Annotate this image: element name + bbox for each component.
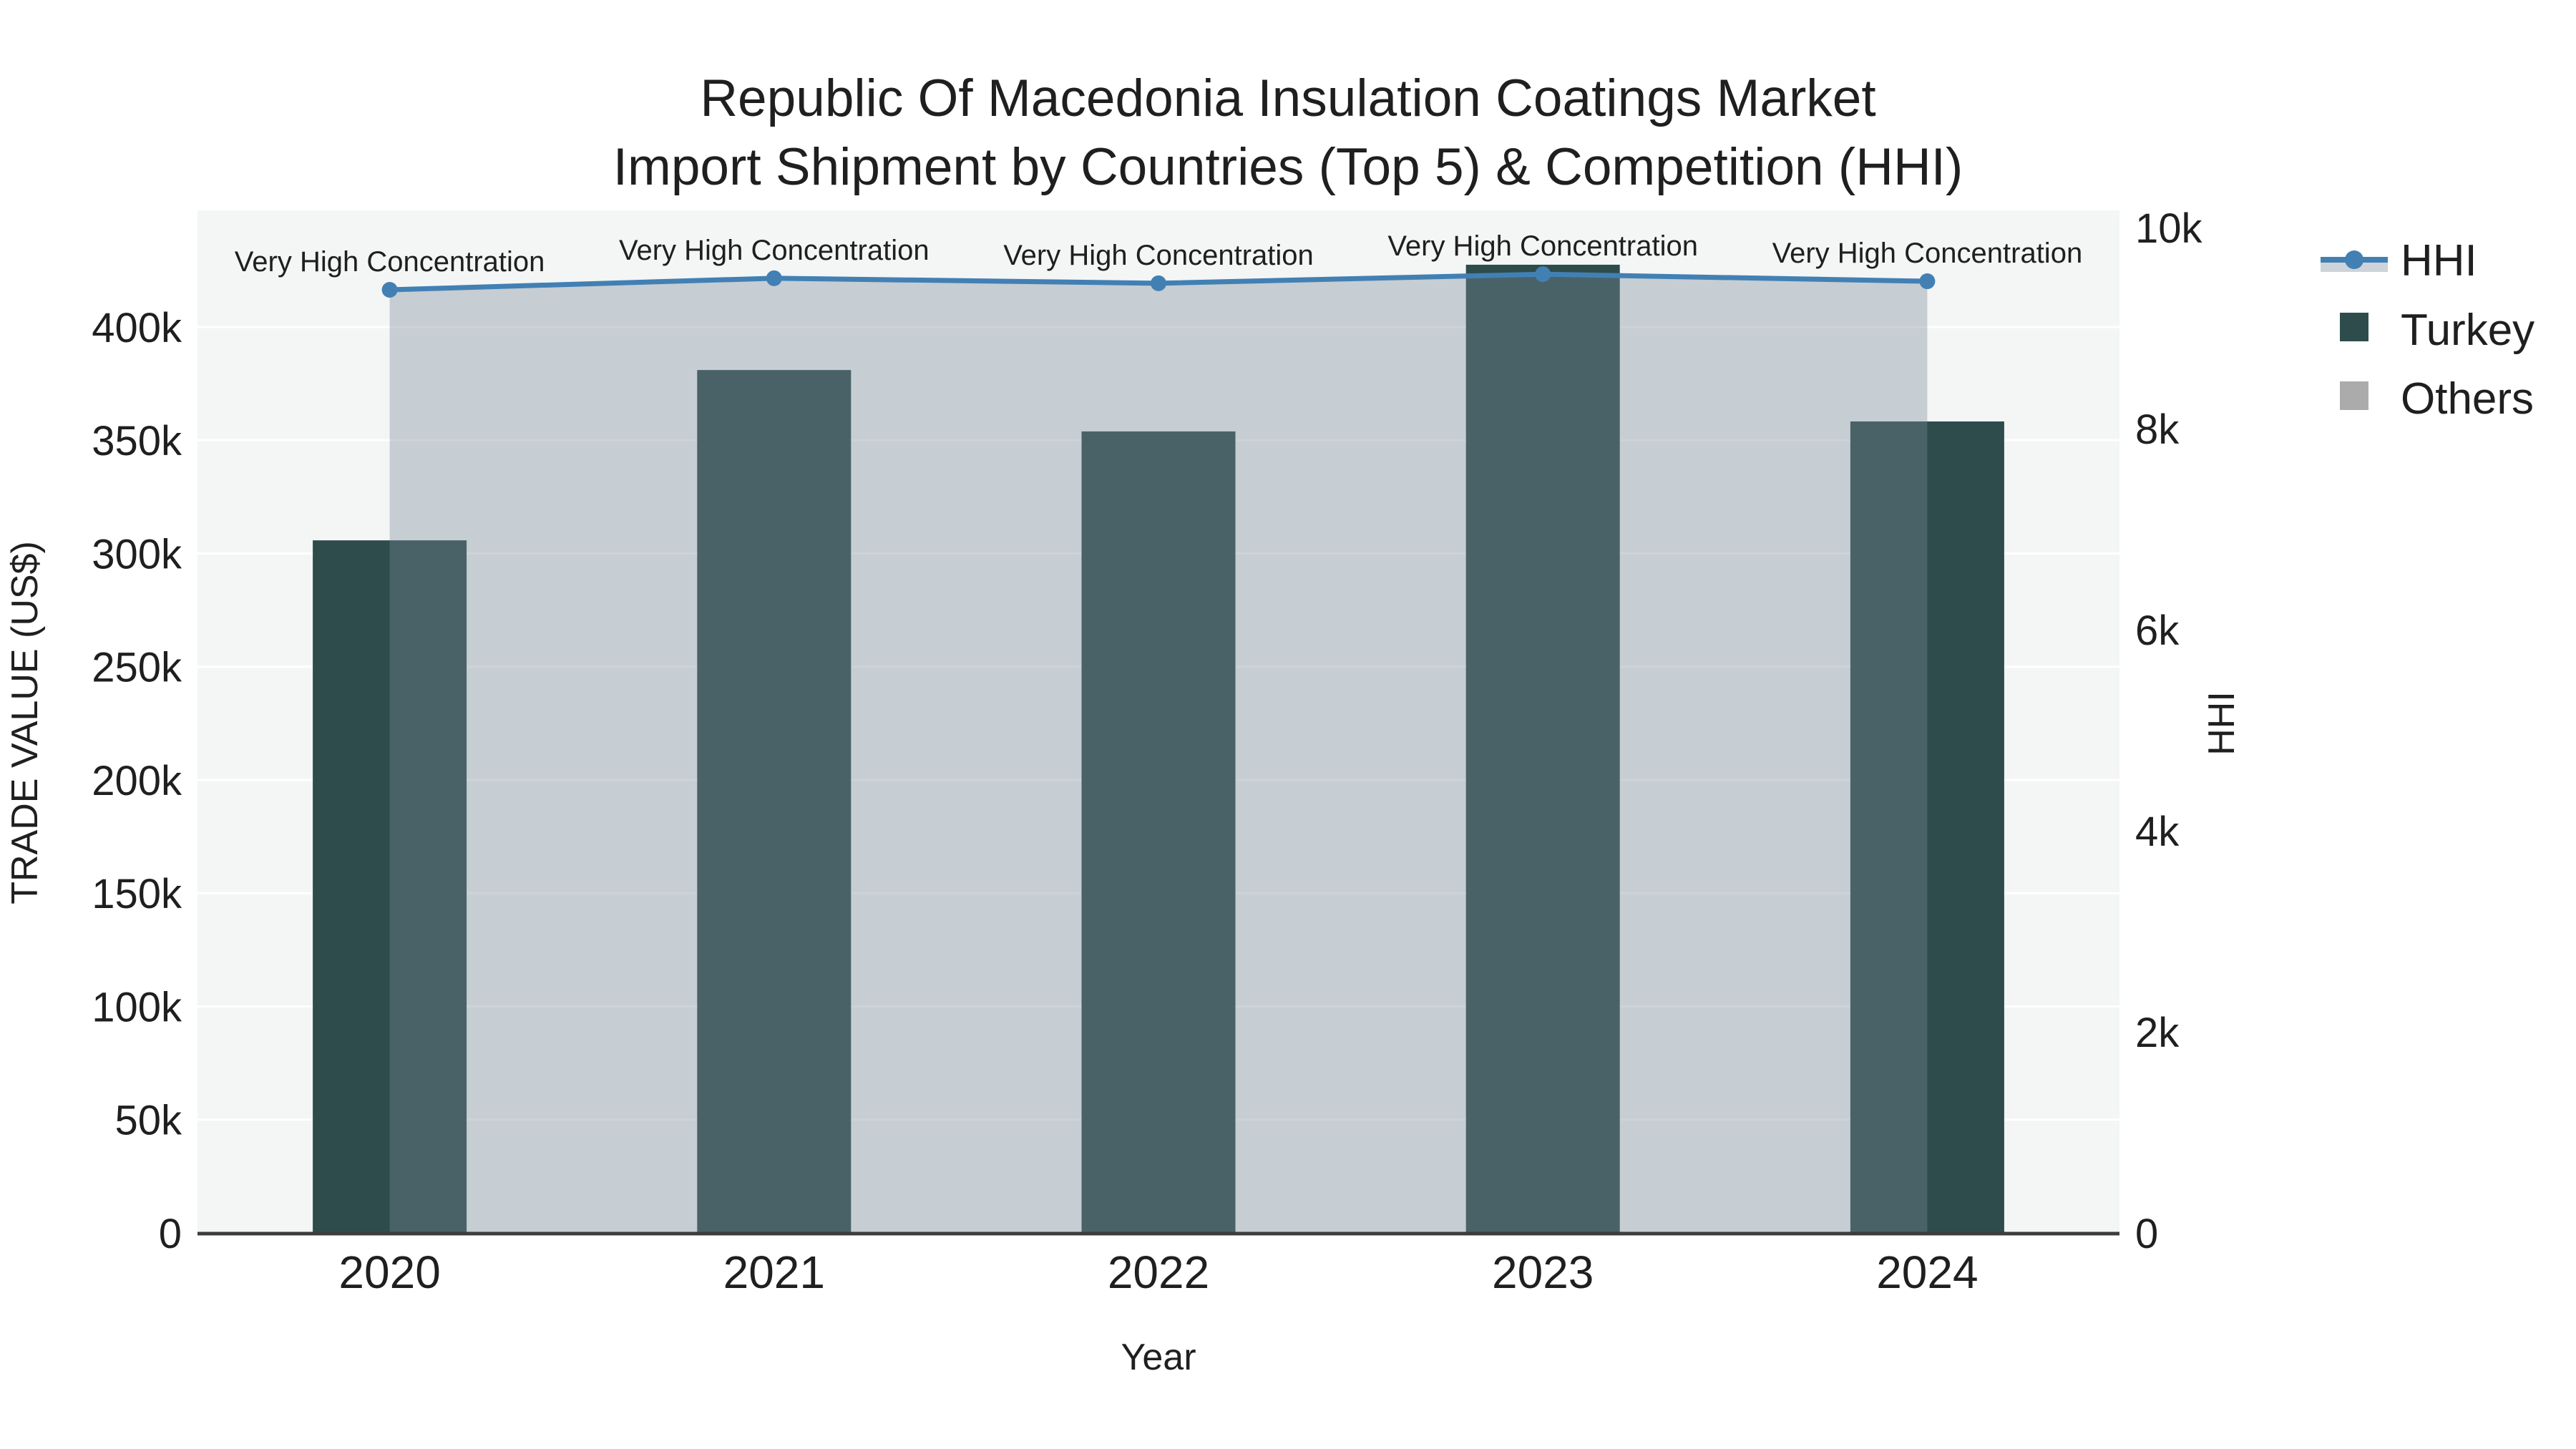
- left-tick-label: 0: [159, 1211, 182, 1257]
- bar-turkey-2023: [1465, 264, 1620, 1233]
- legend-label-turkey: Turkey: [2401, 306, 2534, 355]
- legend-label-others: Others: [2401, 374, 2534, 424]
- tick-labels-layer: 0 50k 100k 150k 200k 250k 300k 350k 400k 0 2k 4k 6k 8…: [92, 205, 2202, 1298]
- annotation-2021: Very High Concentration: [619, 235, 930, 266]
- hhi-marker-2022: [1151, 275, 1166, 291]
- left-axis-title: TRADE VALUE (US$): [4, 541, 46, 904]
- hhi-area-layer: [389, 274, 1928, 1234]
- right-tick-label: 2k: [2135, 1010, 2180, 1056]
- right-tick-label: 4k: [2135, 809, 2180, 855]
- x-tick-label: 2022: [1108, 1246, 1209, 1298]
- bars-layer: [313, 264, 2004, 1234]
- hhi-area-fill: [389, 274, 1928, 1234]
- left-tick-label: 200k: [92, 758, 182, 804]
- x-tick-label: 2021: [723, 1246, 825, 1298]
- right-tick-label: 0: [2135, 1211, 2158, 1257]
- legend: HHI Turkey Others: [2321, 236, 2534, 424]
- legend-label-hhi: HHI: [2401, 236, 2477, 286]
- left-tick-label: 350k: [92, 418, 182, 464]
- x-tick-label: 2023: [1492, 1246, 1594, 1298]
- annotations-layer: Very High Concentration Very High Concent…: [235, 230, 2082, 278]
- x-tick-label: 2020: [338, 1246, 440, 1298]
- chart-title-line2: Import Shipment by Countries (Top 5) & C…: [613, 138, 1963, 196]
- right-axis-title: HHI: [2201, 691, 2243, 756]
- x-axis-title: Year: [1121, 1337, 1196, 1378]
- hhi-marker-2024: [1919, 273, 1936, 290]
- left-tick-label: 150k: [92, 871, 182, 917]
- legend-item-hhi[interactable]: HHI: [2321, 236, 2477, 286]
- annotation-2020: Very High Concentration: [235, 246, 545, 278]
- hhi-marker-2020: [381, 282, 398, 298]
- hhi-marker-2023: [1535, 266, 1551, 283]
- left-tick-label: 50k: [114, 1098, 182, 1144]
- bar-turkey-2021: [697, 370, 852, 1234]
- hhi-line-layer: [381, 266, 1936, 298]
- turkey-legend-swatch-icon: [2340, 313, 2368, 341]
- legend-item-turkey[interactable]: Turkey: [2340, 306, 2534, 355]
- left-tick-label: 100k: [92, 984, 182, 1030]
- right-tick-label: 8k: [2135, 406, 2180, 453]
- x-tick-label: 2024: [1876, 1246, 1978, 1298]
- legend-item-others[interactable]: Others: [2340, 374, 2534, 424]
- chart-title-line1: Republic Of Macedonia Insulation Coating…: [700, 69, 1875, 127]
- bar-turkey-2022: [1081, 431, 1236, 1233]
- hhi-legend-marker-icon: [2345, 250, 2363, 269]
- annotation-2023: Very High Concentration: [1387, 230, 1698, 262]
- bar-turkey-2024: [1850, 421, 2004, 1233]
- others-legend-swatch-icon: [2340, 381, 2368, 410]
- right-tick-label: 10k: [2135, 205, 2203, 252]
- hhi-marker-2021: [766, 270, 782, 286]
- annotation-2024: Very High Concentration: [1772, 238, 2083, 269]
- left-tick-label: 400k: [92, 305, 182, 351]
- left-tick-label: 300k: [92, 531, 182, 577]
- annotation-2022: Very High Concentration: [1003, 240, 1314, 271]
- bar-turkey-2020: [313, 540, 467, 1233]
- left-tick-label: 250k: [92, 645, 182, 691]
- right-tick-label: 6k: [2135, 608, 2180, 654]
